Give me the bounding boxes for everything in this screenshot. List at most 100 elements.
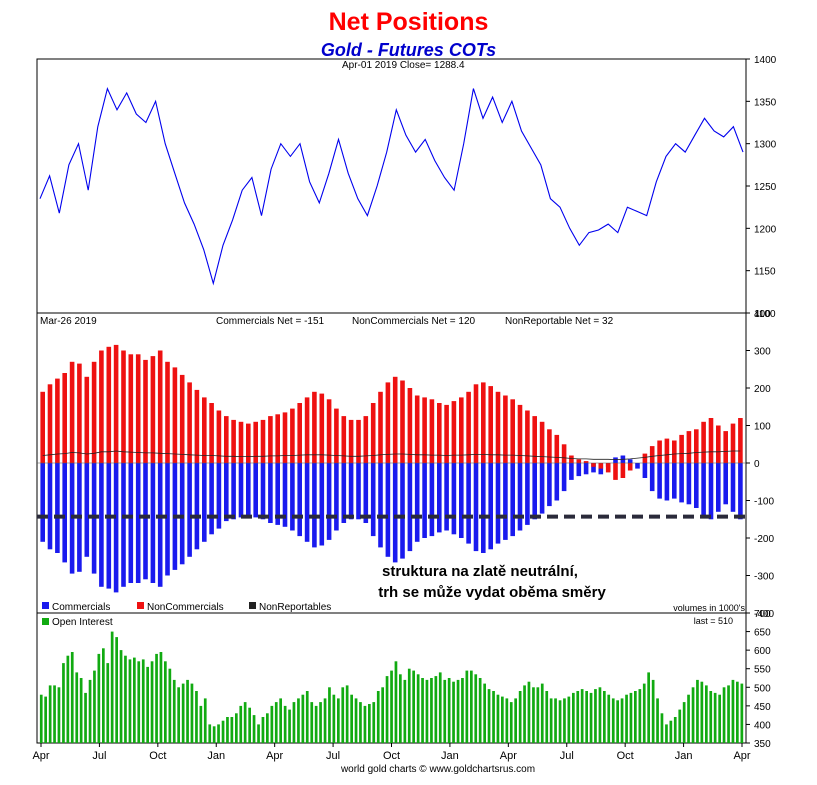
commercials-bar [539,463,545,514]
chart-subtitle: Gold - Futures COTs [320,40,497,60]
open-interest-bar [359,702,362,743]
commercials-bar [561,463,567,492]
open-interest-bar [62,663,65,743]
open-interest-bar [642,683,646,743]
noncommercials-bar [348,419,354,463]
price-ytick-label: 1200 [754,224,777,235]
commercials-bar [304,463,310,542]
open-interest-bar [452,681,455,743]
x-tick-label: Jan [675,750,693,762]
noncommercials-bar [657,440,662,463]
noncommercials-bar [187,382,192,463]
noncommercials-bar [121,350,126,463]
noncommercials-bar [495,391,501,464]
open-interest-bar [292,702,296,743]
noncommercials-bar [466,391,471,464]
open-interest-bar [576,691,580,743]
commercials-bar [422,463,427,538]
noncommercials-bar [341,416,347,463]
noncommercials-bar [569,455,574,463]
open-interest-bar [368,704,371,743]
open-interest-bar [407,668,411,743]
commercials-bar [165,463,170,576]
open-interest-bar [585,691,588,743]
open-interest-bar [66,655,70,743]
noncommercials-bar [583,461,589,463]
noncommercials-bar [172,367,178,463]
noncommercials-bar [510,399,515,464]
open-interest-bar [150,661,154,743]
open-interest-bar [235,713,238,743]
open-interest-bar [558,700,562,743]
commercials-bar [348,463,354,520]
commercials-bar [282,463,288,527]
nonreportable-net-label: NonReportable Net = 32 [505,316,614,327]
open-interest-bar [700,681,704,743]
commercials-bar [444,463,449,531]
open-interest-bar [483,683,486,743]
open-interest-bar [301,694,305,743]
noncommercials-bar [723,431,728,463]
open-interest-bar [412,670,415,743]
noncommercials-bar [312,391,317,464]
open-interest-bar [611,698,615,743]
noncommercials-bar [525,410,530,463]
noncommercials-bar [231,419,236,463]
open-interest-bar [545,691,549,743]
open-interest-ytick-label: 350 [754,739,771,750]
commercials-bar [547,463,552,507]
price-frame [36,58,747,314]
net-ytick-label: 0 [754,459,760,470]
noncommercials-bar [224,416,229,463]
noncommercials-bar [165,361,170,464]
price-ytick-label: 1350 [754,97,777,108]
commercials-bar [40,463,45,542]
commercials-bar [517,463,523,531]
commercials-bar [429,463,435,537]
open-interest-bar [478,678,482,743]
noncommercials-bar [437,403,442,463]
noncommercials-bar [143,359,148,463]
open-interest-bar [567,696,571,743]
open-interest-bar [102,648,105,743]
noncommercials-bar [84,376,90,464]
open-interest-bar [70,652,74,743]
noncommercials-bar [135,354,141,464]
commercials-bar [62,463,67,563]
price-ytick-label: 1100 [754,309,776,320]
noncommercials-bar [613,463,618,480]
commercials-bar [649,463,655,492]
commercials-bar [275,463,280,525]
open-interest-bar [403,679,407,743]
open-interest-bar [363,705,367,743]
noncommercials-bar [649,446,655,463]
noncommercials-bar [202,397,207,463]
open-interest-bar [279,698,282,743]
noncommercials-bar [701,421,706,464]
open-interest-bar [186,679,189,743]
open-interest-bar [230,717,234,743]
commercials-bar [437,463,442,533]
noncommercials-bar [378,391,383,464]
open-interest-bar [532,687,535,743]
open-interest-bar [669,720,673,743]
open-interest-bar [248,707,251,743]
commercials-bar [231,463,236,520]
price-ytick-label: 1150 [754,267,776,278]
legend-noncommercials: NonCommercials [147,602,224,613]
commercials-bar [466,463,471,544]
x-tick-label: Jan [207,750,225,762]
noncommercials-bar [55,378,60,463]
commercials-bar [216,463,222,529]
open-interest-bar [270,705,274,743]
noncommercials-bar [157,350,163,463]
commercials-bar [708,463,714,520]
legend-swatch-open-interest [42,618,49,625]
open-interest-bar [84,692,87,743]
noncommercials-bar [253,421,258,464]
commercials-bar [451,463,457,535]
commercials-bar [128,463,134,583]
open-interest-bar [598,687,602,743]
commercials-bar [238,463,244,518]
price-line [39,86,744,286]
